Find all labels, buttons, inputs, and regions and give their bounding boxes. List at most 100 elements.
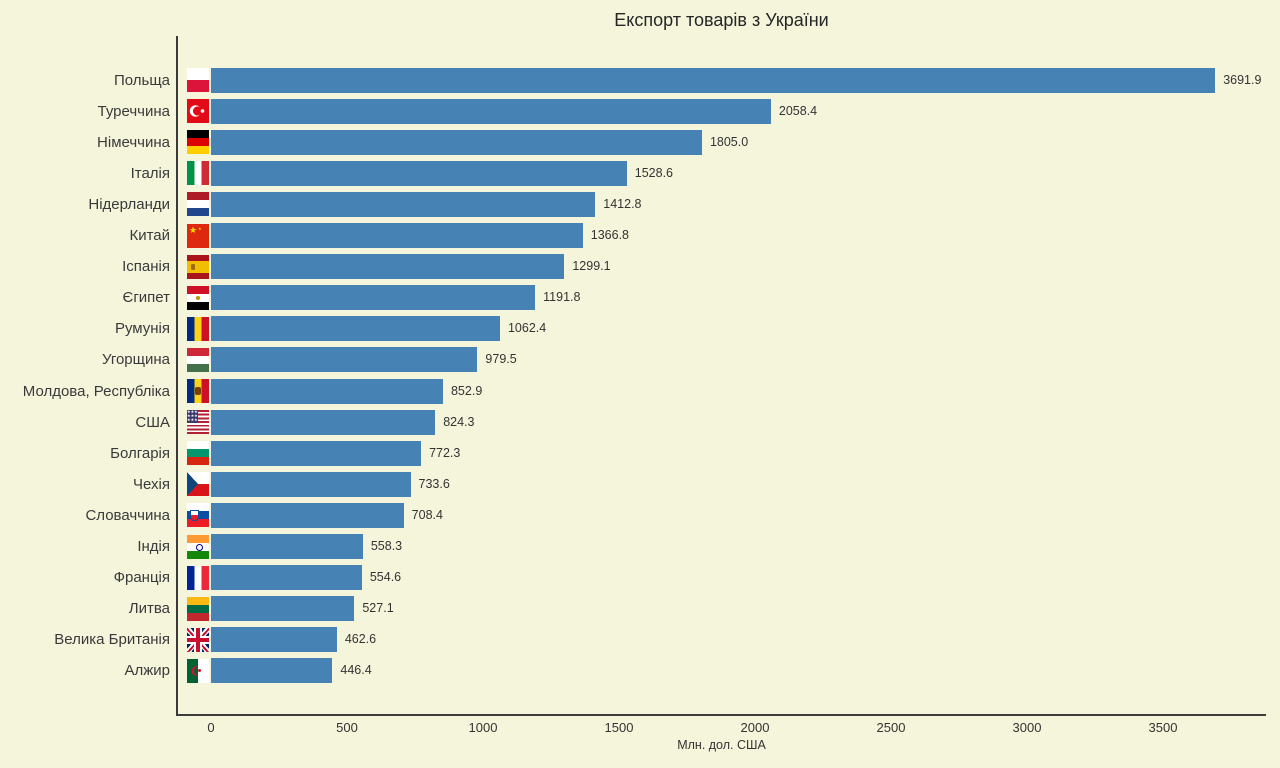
value-label: 3691.9	[1223, 72, 1262, 87]
country-label: Молдова, Республіка	[22, 382, 170, 400]
country-label: США	[135, 413, 170, 431]
flag-uk-icon	[187, 627, 209, 652]
bar	[211, 67, 1216, 93]
bar	[211, 98, 771, 124]
country-label: Литва	[128, 600, 170, 618]
bar-row: Молдова, Республіка 852.9	[0, 378, 1280, 404]
x-tick-label: 1000	[468, 720, 498, 735]
flag-hungary-icon	[187, 347, 209, 372]
flag-spain-icon	[187, 254, 209, 279]
bar-row: Литва 527.1	[0, 596, 1280, 622]
country-label: Болгарія	[110, 444, 170, 462]
flag-italy-icon	[187, 161, 209, 186]
country-label: Франція	[113, 569, 170, 587]
value-label: 1191.8	[543, 290, 581, 305]
country-label: Велика Британія	[54, 631, 170, 649]
x-tick-label: 500	[336, 720, 358, 735]
value-label: 1366.8	[590, 228, 629, 242]
x-tick-label: 1500	[604, 720, 634, 735]
bar	[211, 502, 404, 528]
bar-row: Іспанія 1299.1	[0, 254, 1280, 280]
flag-france-icon	[187, 565, 209, 590]
bar-row: Болгарія 772.3	[0, 440, 1280, 466]
country-label: Китай	[129, 227, 170, 244]
bar	[211, 440, 422, 466]
flag-moldova-icon	[187, 379, 209, 403]
country-label: Німеччина	[97, 133, 170, 151]
value-label: 462.6	[344, 632, 377, 647]
y-axis-spine	[176, 36, 178, 716]
flag-turkey-icon	[187, 99, 209, 124]
bar	[211, 378, 443, 404]
bar	[211, 596, 355, 622]
bar-row: Франція 554.6	[0, 565, 1280, 591]
bar-row: Італія 1528.6	[0, 160, 1280, 186]
bar	[211, 254, 565, 280]
flag-poland-icon	[187, 68, 209, 92]
bar	[211, 129, 702, 155]
value-label: 824.3	[443, 414, 475, 429]
value-label: 1412.8	[603, 196, 642, 211]
country-label: Румунія	[114, 320, 170, 338]
bar-row: США 824.3	[0, 409, 1280, 435]
bar	[211, 191, 596, 217]
bar-row: Нідерланди 1412.8	[0, 191, 1280, 217]
bar	[211, 160, 627, 186]
x-tick-label: 3000	[1012, 720, 1042, 735]
bar	[211, 658, 333, 684]
bar	[211, 285, 536, 311]
flag-china-icon	[187, 223, 209, 248]
value-label: 554.6	[369, 570, 402, 585]
bar-row: Велика Британія 462.6	[0, 627, 1280, 653]
value-label: 558.3	[370, 539, 403, 553]
bar-row: Чехія 733.6	[0, 471, 1280, 497]
bar	[211, 565, 362, 591]
flag-czechia-icon	[187, 472, 209, 497]
flag-germany-icon	[187, 130, 209, 155]
flag-india-icon	[187, 534, 209, 559]
flag-slovakia-icon	[187, 503, 209, 528]
bar	[211, 316, 500, 342]
value-label: 979.5	[485, 352, 517, 367]
country-label: Польща	[113, 71, 170, 89]
country-label: Індія	[137, 538, 170, 555]
value-label: 446.4	[340, 663, 372, 678]
bar	[211, 409, 436, 435]
bar-row: Словаччина 708.4	[0, 502, 1280, 528]
value-label: 527.1	[362, 601, 394, 616]
flag-netherlands-icon	[187, 192, 209, 217]
flag-usa-icon	[187, 410, 209, 435]
x-tick-label: 3500	[1148, 720, 1178, 735]
bar-row: Румунія 1062.4	[0, 316, 1280, 342]
country-label: Іспанія	[122, 258, 170, 276]
value-label: 1299.1	[572, 259, 611, 274]
country-label: Єгипет	[122, 289, 170, 307]
flag-romania-icon	[187, 316, 209, 341]
value-label: 1062.4	[507, 321, 547, 336]
bar-row: Китай 1366.8	[0, 223, 1280, 248]
bar	[211, 627, 337, 653]
x-axis-spine	[176, 714, 1266, 716]
bar-row: Туреччина 2058.4	[0, 98, 1280, 124]
country-label: Туреччина	[97, 102, 170, 120]
value-label: 1805.0	[709, 134, 749, 149]
bar	[211, 347, 478, 373]
x-tick-label: 0	[207, 720, 215, 735]
bar-row: Польща 3691.9	[0, 67, 1280, 93]
x-tick-label: 2000	[740, 720, 770, 735]
value-label: 2058.4	[778, 103, 818, 118]
flag-algeria-icon	[187, 658, 209, 683]
value-label: 852.9	[450, 383, 483, 398]
bar-row: Угорщина 979.5	[0, 347, 1280, 373]
bar-row: Алжир 446.4	[0, 658, 1280, 684]
country-label: Чехія	[133, 475, 170, 493]
flag-egypt-icon	[187, 285, 209, 310]
country-label: Італія	[130, 164, 170, 182]
bar	[211, 223, 583, 248]
country-label: Алжир	[124, 662, 170, 680]
flag-lithuania-icon	[187, 596, 209, 621]
bar-row: Єгипет 1191.8	[0, 285, 1280, 311]
flag-bulgaria-icon	[187, 441, 209, 466]
bar-row: Німеччина 1805.0	[0, 129, 1280, 155]
